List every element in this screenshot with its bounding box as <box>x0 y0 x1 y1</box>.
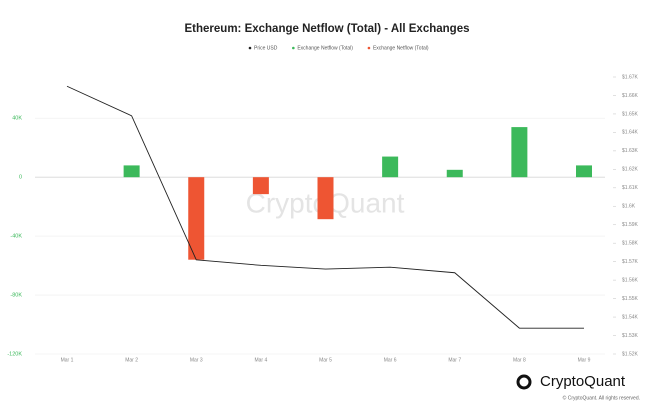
legend-swatch <box>248 46 252 50</box>
y2-tick-label: $1.52K <box>622 351 639 357</box>
x-tick-label: Mar 5 <box>319 357 332 363</box>
y2-tick-label: $1.58K <box>622 241 639 247</box>
price-line <box>66 85 584 329</box>
bar <box>511 127 528 178</box>
x-tick-label: Mar 3 <box>190 357 203 363</box>
footer-brand: CryptoQuant <box>540 373 626 390</box>
bar <box>188 177 205 260</box>
x-tick-label: Mar 9 <box>578 357 591 363</box>
legend-label: Price USD <box>254 45 278 51</box>
footer-note: © CryptoQuant. All rights reserved. <box>563 394 640 401</box>
legend-swatch <box>367 46 371 50</box>
x-tick-label: Mar 6 <box>384 357 397 363</box>
y2-tick-label: $1.66K <box>622 93 639 99</box>
y2-tick-label: $1.54K <box>622 314 639 320</box>
bar <box>576 165 592 178</box>
y-tick-label: -80K <box>10 293 22 299</box>
y2-tick-label: $1.67K <box>622 74 639 80</box>
legend-label: Exchange Netflow (Total) <box>297 45 353 51</box>
x-tick-label: Mar 2 <box>125 357 138 363</box>
x-tick-label: Mar 4 <box>254 357 267 363</box>
y-tick-label: -40K <box>10 234 22 240</box>
y2-tick-label: $1.65K <box>622 111 639 117</box>
y2-tick-label: $1.64K <box>622 130 639 136</box>
bar <box>123 165 140 178</box>
legend-swatch <box>292 46 295 50</box>
y2-tick-label: $1.55K <box>622 296 639 302</box>
chart-title: Ethereum: Exchange Netflow (Total) - All… <box>185 23 470 35</box>
y2-tick-label: $1.6K <box>622 204 636 210</box>
y-tick-label: -120K <box>7 351 22 357</box>
logo-icon <box>516 374 532 390</box>
x-tick-label: Mar 8 <box>513 357 526 363</box>
x-tick-label: Mar 7 <box>448 357 461 363</box>
y2-tick-label: $1.63K <box>622 148 639 154</box>
bar <box>252 177 269 195</box>
bar <box>446 169 463 178</box>
y2-tick-label: $1.57K <box>622 259 639 265</box>
y2-tick-label: $1.61K <box>622 185 639 191</box>
bar <box>382 156 399 178</box>
x-tick-label: Mar 1 <box>61 357 74 363</box>
y2-tick-label: $1.59K <box>622 222 639 228</box>
y2-tick-label: $1.56K <box>622 277 639 283</box>
y2-tick-label: $1.53K <box>622 333 639 339</box>
y-tick-label: 40K <box>12 116 22 122</box>
footer-logo: CryptoQuant © CryptoQuant. All rights re… <box>516 373 640 401</box>
y-tick-label: 0 <box>19 175 22 181</box>
bar <box>317 177 334 220</box>
y2-tick-label: $1.62K <box>622 167 639 173</box>
legend-label: Exchange Netflow (Total) <box>373 45 429 51</box>
